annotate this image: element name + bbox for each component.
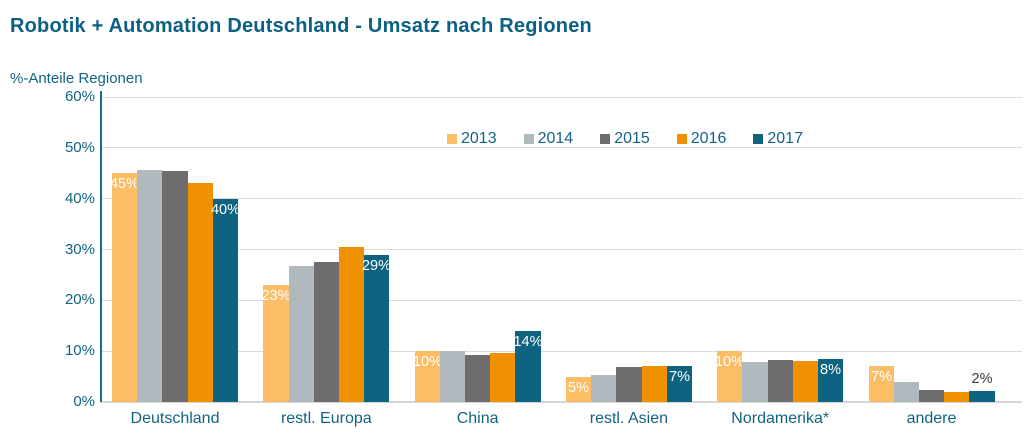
bar-value-label-2017-Nordamerika*: 8% — [820, 362, 841, 379]
legend-label-2015: 2015 — [614, 130, 650, 147]
legend-swatch-2014 — [523, 134, 534, 144]
legend-item-2017: 2017 — [753, 130, 803, 148]
bar-value-label-2017-restl. Asien: 7% — [669, 369, 690, 386]
bar-2014-China — [440, 351, 465, 402]
bar-2014-Nordamerika* — [742, 362, 768, 402]
bar-value-label-2013-restl. Asien: 5% — [568, 379, 589, 396]
bar-2013-China — [415, 351, 440, 402]
x-axis-category-label-China: China — [456, 410, 499, 427]
legend: 2013 2014 2015 2016 2017 — [447, 130, 803, 148]
bar-value-label-2017-andere: 2% — [971, 371, 993, 388]
y-tick-label-20%: 20% — [64, 291, 95, 309]
legend-swatch-2015 — [600, 134, 611, 144]
legend-swatch-2013 — [447, 134, 457, 144]
legend-item-2014: 2014 — [523, 130, 574, 148]
gridline-30% — [102, 249, 1022, 250]
bar-2013-restl. Europa — [263, 285, 289, 402]
y-axis-title: %-Anteile Regionen — [10, 70, 143, 87]
bar-value-label-2017-China: 14% — [513, 333, 543, 350]
y-tick-label-40%: 40% — [64, 189, 95, 207]
bar-value-label-2013-China: 10% — [412, 354, 443, 371]
bar-value-label-2017-restl. Europa: 29% — [361, 257, 392, 274]
bar-2016-Deutschland — [188, 183, 213, 402]
bar-2014-andere — [894, 381, 919, 402]
bar-2017-andere — [969, 391, 995, 402]
bar-2016-restl. Europa — [339, 246, 364, 402]
bar-2013-andere — [869, 366, 894, 402]
bar-2017-Nordamerika* — [818, 359, 843, 402]
x-axis-line — [100, 401, 1022, 403]
x-axis-category-label-restl. Europa: restl. Europa — [280, 410, 372, 427]
chart-title: Robotik + Automation Deutschland - Umsat… — [10, 15, 592, 37]
x-axis-category-label-Nordamerika*: Nordamerika* — [731, 410, 830, 427]
bar-2017-Deutschland — [213, 198, 238, 402]
gridline-40% — [102, 198, 1022, 200]
bar-2015-China — [465, 354, 490, 402]
legend-item-2016: 2016 — [676, 130, 727, 148]
gridline-50% — [102, 147, 1022, 149]
legend-item-2013: 2013 — [447, 130, 497, 148]
legend-swatch-2016 — [676, 134, 687, 144]
bar-2017-China — [515, 330, 541, 402]
x-axis-category-label-restl. Asien: restl. Asien — [589, 410, 669, 427]
bar-2014-restl. Asien — [591, 374, 616, 402]
legend-item-2015: 2015 — [600, 130, 650, 148]
bar-value-label-2013-andere: 7% — [871, 369, 892, 386]
gridline-20% — [102, 299, 1022, 301]
legend-label-2014: 2014 — [537, 130, 574, 147]
bar-2016-restl. Asien — [642, 365, 667, 402]
bar-2015-andere — [919, 389, 944, 402]
bar-2015-restl. Asien — [616, 366, 642, 402]
y-tick-label-60%: 60% — [64, 88, 95, 105]
legend-label-2013: 2013 — [461, 130, 497, 147]
y-tick-label-10%: 10% — [64, 342, 95, 360]
legend-label-2016: 2016 — [690, 130, 727, 147]
bar-2015-Nordamerika* — [768, 360, 793, 402]
bar-value-label-2013-restl. Europa: 23% — [261, 288, 291, 305]
gridline-10% — [102, 350, 1022, 352]
bar-2013-Nordamerika* — [717, 351, 742, 402]
bar-2013-Deutschland — [112, 173, 137, 402]
bar-2015-Deutschland — [162, 170, 188, 402]
x-axis-category-label-Deutschland: Deutschland — [130, 410, 220, 427]
x-axis-category-label-andere: andere — [906, 410, 957, 427]
y-tick-label-0%: 0% — [73, 393, 95, 410]
bar-2014-restl. Europa — [289, 265, 314, 402]
bar-2016-Nordamerika* — [793, 361, 818, 402]
bar-2017-restl. Europa — [364, 254, 389, 402]
bar-value-label-2013-Nordamerika*: 10% — [714, 354, 745, 371]
bar-2015-restl. Europa — [314, 262, 339, 402]
bar-2016-China — [490, 353, 515, 402]
legend-label-2017: 2017 — [767, 130, 803, 147]
gridline-60% — [102, 96, 1022, 98]
bar-2017-restl. Asien — [667, 366, 692, 402]
legend-swatch-2017 — [753, 134, 764, 144]
y-tick-label-30%: 30% — [64, 240, 95, 258]
bar-2016-andere — [944, 391, 969, 402]
y-tick-label-50%: 50% — [64, 138, 95, 156]
bar-2013-restl. Asien — [566, 376, 591, 402]
bar-value-label-2017-Deutschland: 40% — [210, 201, 241, 218]
bar-2014-Deutschland — [137, 169, 162, 402]
bar-value-label-2013-Deutschland: 45% — [109, 176, 140, 193]
y-axis-line — [100, 91, 102, 402]
